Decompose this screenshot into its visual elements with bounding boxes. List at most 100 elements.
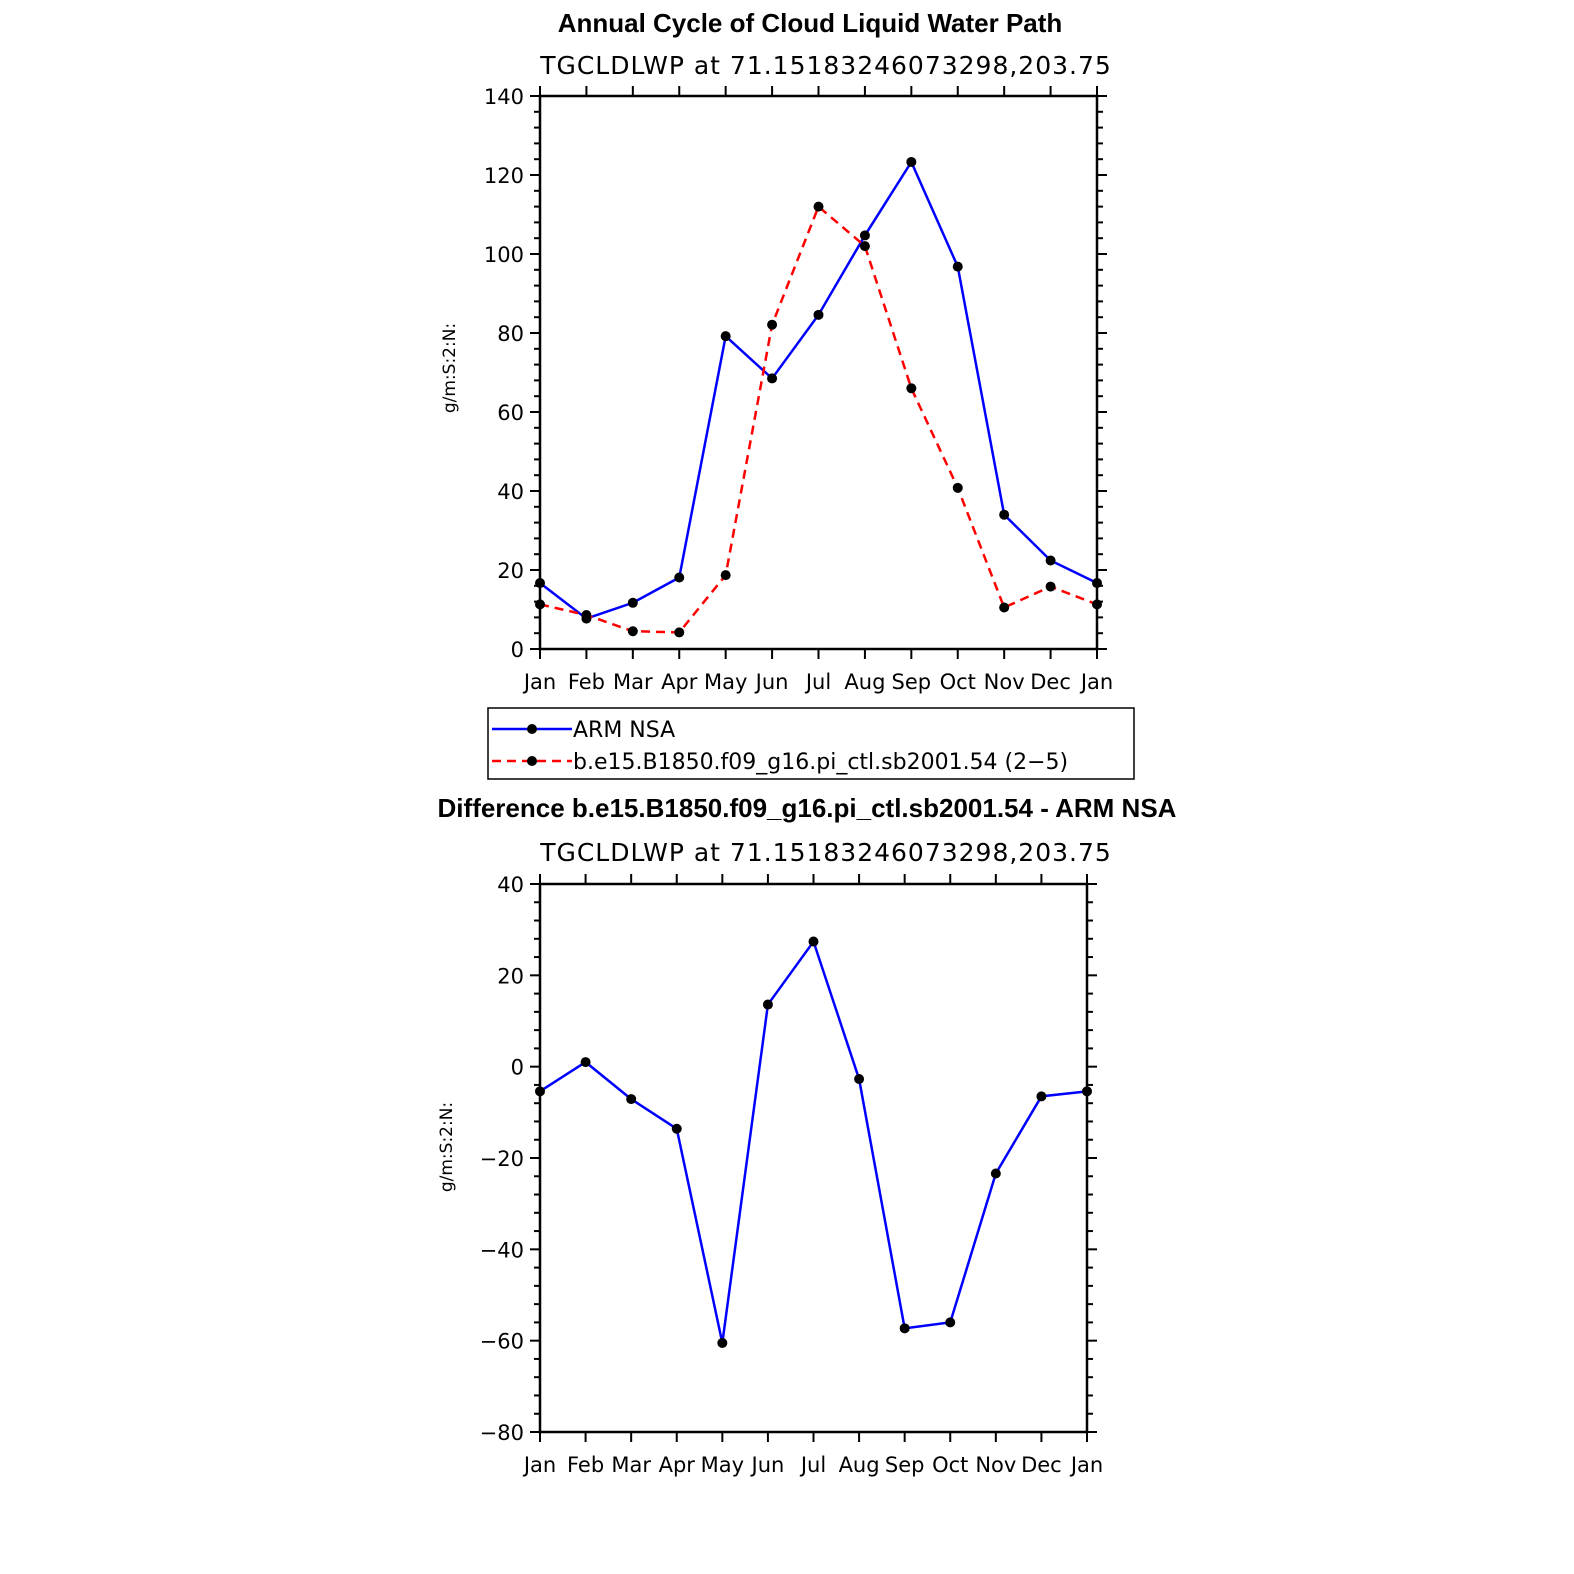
- y-tick-label: −80: [480, 1421, 524, 1445]
- data-point: [813, 201, 824, 212]
- x-tick-label: Jan: [1079, 670, 1113, 694]
- x-tick-label: Feb: [568, 670, 605, 694]
- x-tick-label: Aug: [839, 1453, 880, 1477]
- y-tick-label: −20: [480, 1147, 524, 1171]
- data-point: [906, 383, 917, 394]
- y-tick-label: 60: [497, 401, 524, 425]
- data-point: [627, 626, 638, 637]
- series-line-0: [539, 159, 1098, 620]
- data-point: [720, 570, 731, 581]
- x-tick-label: Jul: [799, 1453, 826, 1477]
- x-tick-label: Jan: [522, 670, 556, 694]
- series-line-0: [539, 938, 1088, 1344]
- data-point: [999, 602, 1010, 613]
- y-tick-label: 20: [497, 964, 524, 988]
- data-point: [581, 610, 592, 621]
- y-tick-label: 40: [497, 480, 524, 504]
- legend-label-arm-nsa: ARM NSA: [573, 718, 675, 743]
- x-tick-label: Apr: [659, 1453, 696, 1477]
- y-axis-label: g/m:S:2:N:: [437, 1102, 457, 1192]
- data-point: [854, 1073, 865, 1084]
- x-tick-label: May: [701, 1453, 744, 1477]
- x-tick-label: Sep: [885, 1453, 925, 1477]
- legend-marker-model: [527, 756, 537, 766]
- data-point: [535, 578, 545, 589]
- x-tick-label: Dec: [1021, 1453, 1062, 1477]
- data-point: [1036, 1091, 1047, 1102]
- data-point: [952, 482, 963, 493]
- x-tick-label: Aug: [844, 670, 885, 694]
- x-tick-label: Apr: [661, 670, 698, 694]
- axes-frame: [538, 94, 1099, 651]
- legend-marker-arm-nsa: [527, 724, 537, 734]
- chart-subtitle: TGCLDLWP at 71.15183246073298,203.75: [539, 838, 1112, 867]
- y-tick-label: 20: [497, 559, 524, 583]
- x-tick-label: Oct: [940, 670, 976, 694]
- data-point: [717, 1337, 728, 1348]
- data-point: [859, 230, 870, 241]
- data-point: [990, 1168, 1001, 1179]
- x-tick-label: Jul: [804, 670, 831, 694]
- data-point: [1092, 578, 1102, 589]
- x-tick-label: Feb: [567, 1453, 604, 1477]
- y-tick-label: 80: [497, 322, 524, 346]
- x-tick-label: Nov: [984, 670, 1025, 694]
- data-point: [580, 1057, 591, 1068]
- data-point: [999, 509, 1010, 520]
- chart-subtitle: TGCLDLWP at 71.15183246073298,203.75: [539, 51, 1112, 80]
- y-tick-label: 100: [484, 243, 524, 267]
- x-tick-label: Mar: [613, 670, 653, 694]
- plot-area: Jan Feb Mar Apr May Jun Jul Aug Sep Oct Nov Dec Jan 0…: [484, 85, 1113, 694]
- data-point: [1045, 555, 1056, 566]
- data-point: [674, 572, 685, 583]
- data-point: [859, 241, 870, 252]
- y-tick-label: 0: [511, 638, 524, 662]
- chart-title: Difference b.e15.B1850.f09_g16.pi_ctl.sb…: [438, 793, 1177, 823]
- data-point: [1092, 599, 1102, 610]
- data-point: [671, 1123, 682, 1134]
- data-point: [906, 156, 917, 167]
- difference-panel: Difference b.e15.B1850.f09_g16.pi_ctl.sb…: [437, 793, 1177, 1477]
- data-point: [720, 331, 731, 342]
- y-tick-label: 40: [497, 873, 524, 897]
- x-tick-label: Nov: [975, 1453, 1016, 1477]
- data-point: [813, 309, 824, 320]
- chart-title: Annual Cycle of Cloud Liquid Water Path: [558, 8, 1063, 38]
- data-point: [535, 1086, 545, 1097]
- data-point: [767, 373, 778, 384]
- data-point: [808, 936, 819, 947]
- x-tick-label: Sep: [892, 670, 932, 694]
- y-tick-label: 0: [511, 1056, 524, 1080]
- y-tick-label: −60: [480, 1330, 524, 1354]
- x-tick-label: Jun: [754, 670, 789, 694]
- data-point: [1045, 581, 1056, 592]
- data-point: [767, 319, 778, 330]
- data-point: [762, 999, 773, 1010]
- x-tick-label: Jan: [522, 1453, 556, 1477]
- data-point: [1082, 1086, 1092, 1097]
- data-point: [945, 1317, 956, 1328]
- legend-label-model: b.e15.B1850.f09_g16.pi_ctl.sb2001.54 (2−…: [573, 750, 1068, 775]
- legend-box: [487, 707, 1135, 780]
- y-axis-label: g/m:S:2:N:: [440, 323, 460, 413]
- y-tick-label: 140: [484, 85, 524, 109]
- x-tick-label: Oct: [932, 1453, 968, 1477]
- y-tick-label: 120: [484, 164, 524, 188]
- data-point: [952, 261, 963, 272]
- y-tick-label: −40: [480, 1238, 524, 1262]
- data-point: [899, 1323, 910, 1334]
- data-point: [535, 599, 545, 610]
- data-point: [627, 597, 638, 608]
- annual-cycle-panel: Annual Cycle of Cloud Liquid Water Path …: [440, 8, 1135, 780]
- x-tick-label: May: [704, 670, 747, 694]
- data-point: [626, 1094, 637, 1105]
- legend: ARM NSA b.e15.B1850.f09_g16.pi_ctl.sb200…: [487, 707, 1135, 780]
- x-tick-label: Mar: [611, 1453, 651, 1477]
- x-tick-label: Jun: [750, 1453, 785, 1477]
- plot-area: Jan Feb Mar Apr May Jun Jul Aug Sep Oct Nov Dec Jan −…: [480, 873, 1104, 1477]
- x-tick-label: Dec: [1030, 670, 1071, 694]
- series-line-1: [539, 204, 1098, 634]
- x-tick-label: Jan: [1069, 1453, 1103, 1477]
- data-point: [674, 627, 685, 638]
